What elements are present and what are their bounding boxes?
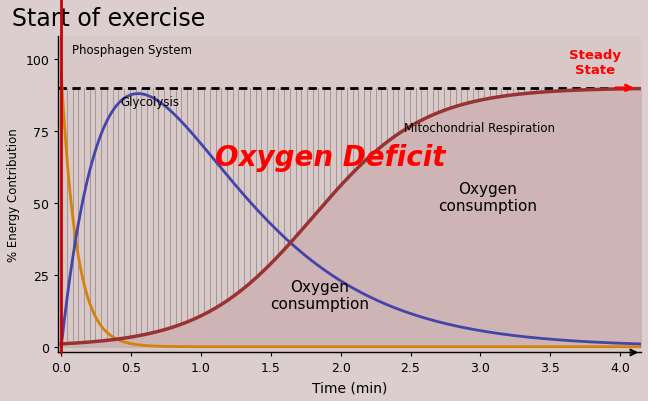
Text: Steady
State: Steady State (569, 49, 621, 76)
Y-axis label: % Energy Contribution: % Energy Contribution (7, 128, 20, 261)
Text: Phosphagen System: Phosphagen System (73, 44, 192, 57)
Text: Oxygen
consumption: Oxygen consumption (438, 182, 537, 214)
Text: Oxygen
consumption: Oxygen consumption (270, 279, 369, 311)
Text: Mitochondrial Respiration: Mitochondrial Respiration (404, 122, 555, 134)
Text: Start of exercise: Start of exercise (12, 7, 205, 31)
Text: Glycolysis: Glycolysis (120, 96, 179, 109)
X-axis label: Time (min): Time (min) (312, 380, 388, 394)
Text: Oxygen Deficit: Oxygen Deficit (215, 144, 445, 172)
